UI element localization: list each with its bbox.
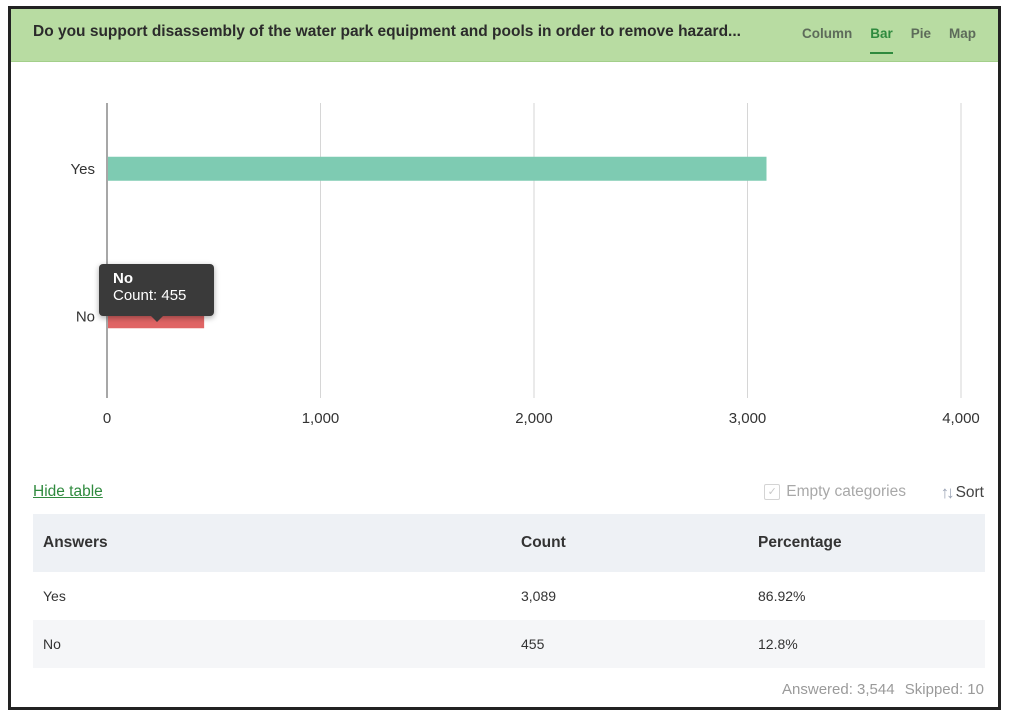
tab-bar[interactable]: Bar: [870, 26, 893, 54]
answers-table: Answers Count Percentage Yes 3,089 86.92…: [33, 514, 985, 668]
x-tick-label: 2,000: [515, 410, 553, 427]
x-tick-label: 1,000: [302, 410, 340, 427]
tooltip-title: No: [113, 270, 133, 287]
x-tick-label: 4,000: [942, 410, 980, 427]
hide-table-link[interactable]: Hide table: [33, 483, 103, 500]
count-cell: 3,089: [521, 588, 557, 604]
answered-count: Answered: 3,544: [782, 681, 895, 698]
category-label: Yes: [71, 161, 95, 178]
bar-yes: [108, 156, 767, 181]
table-header-row: Answers Count Percentage: [33, 514, 985, 572]
table-row: No 455 12.8%: [33, 620, 985, 668]
percentage-cell: 86.92%: [758, 588, 806, 604]
tab-pie[interactable]: Pie: [910, 26, 931, 41]
table-controls: Hide table ✓ Empty categories ↑↓ Sort: [33, 483, 984, 505]
x-tick-label: 3,000: [729, 410, 767, 427]
sort-label: Sort: [955, 484, 984, 501]
tab-column[interactable]: Column: [801, 26, 853, 41]
chart-tooltip: No Count: 455: [99, 264, 214, 322]
header-count[interactable]: Count: [511, 514, 748, 572]
checkmark-icon[interactable]: ✓: [764, 484, 781, 500]
category-label: No: [76, 308, 95, 325]
header-percentage[interactable]: Percentage: [748, 514, 985, 572]
response-summary: Answered: 3,544 Skipped: 10: [776, 681, 984, 698]
results-panel: Do you support disassembly of the water …: [8, 6, 1001, 710]
table-row: Yes 3,089 86.92%: [33, 572, 985, 620]
answer-cell: Yes: [43, 588, 66, 604]
bar-chart: 0 1,000 2,000 3,000 4,000 Yes No: [71, 103, 980, 427]
skipped-count: Skipped: 10: [904, 681, 984, 698]
answer-cell: No: [33, 620, 511, 668]
empty-categories-toggle[interactable]: ✓ Empty categories: [764, 483, 906, 501]
chart-type-tabs: Column Bar Pie Map: [802, 26, 976, 54]
tab-map[interactable]: Map: [949, 26, 976, 41]
x-tick-label: 0: [103, 410, 111, 427]
sort-icon: ↑↓: [940, 483, 955, 502]
question-title: Do you support disassembly of the water …: [33, 23, 741, 40]
header-answers[interactable]: Answers: [33, 514, 511, 572]
sort-button[interactable]: ↑↓ Sort: [941, 483, 984, 503]
empty-categories-label: Empty categories: [786, 483, 906, 500]
question-header: Do you support disassembly of the water …: [11, 9, 998, 62]
percentage-cell: 12.8%: [748, 620, 985, 668]
tooltip-count: Count: 455: [113, 287, 187, 304]
count-cell: 455: [511, 620, 748, 668]
